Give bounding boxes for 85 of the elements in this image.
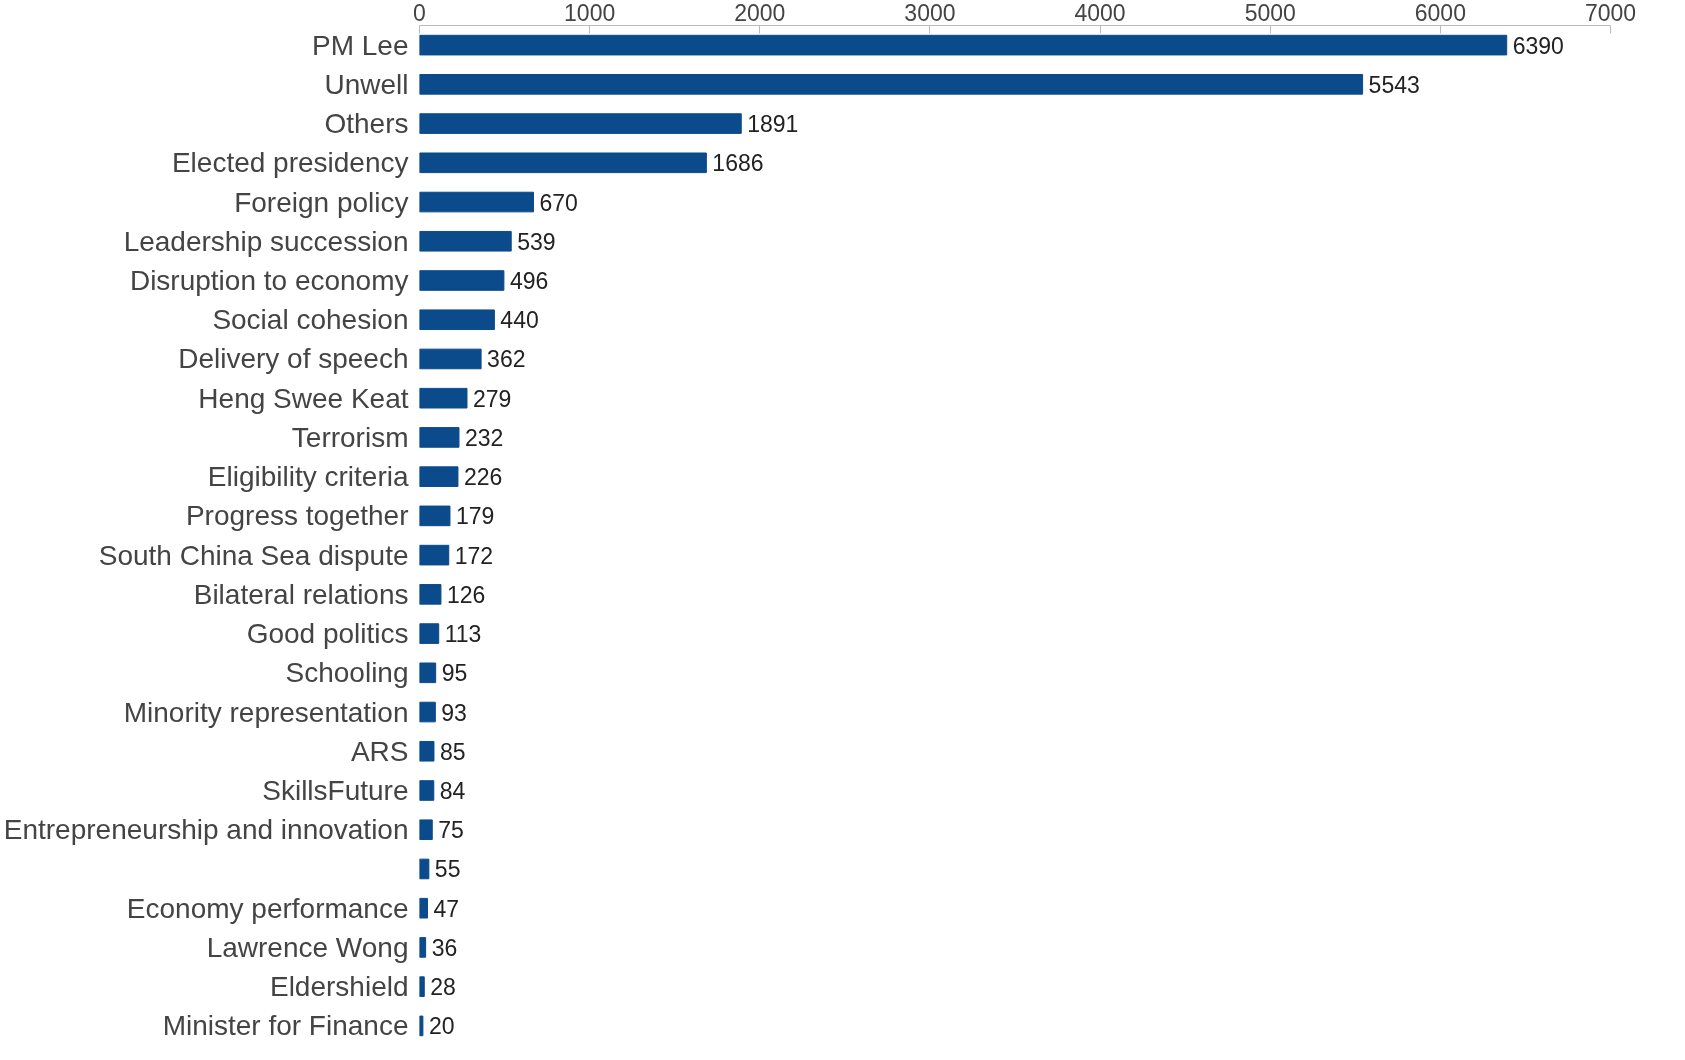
data-label: 362 [487,346,526,373]
data-label: 670 [539,189,578,216]
bar [419,427,460,448]
bar [419,505,451,527]
data-label: 496 [509,268,549,294]
data-label: 113 [444,621,482,648]
bar [419,74,1364,95]
y-tick-label: Lawrence Wong [206,931,409,963]
bar [419,701,436,723]
y-tick-label: Economy performance [126,892,409,924]
y-tick-label: Progress together [185,500,409,532]
data-label: 36 [431,934,458,961]
bar [419,662,437,684]
data-label: 93 [441,699,467,726]
bar [419,897,428,919]
bar [419,270,505,291]
x-tick-label: 0 [413,0,426,26]
data-label: 232 [464,424,504,451]
y-tick-label: SkillsFuture [262,775,409,806]
bar [419,937,427,958]
y-tick-label: Elected presidency [171,147,409,179]
data-label: 179 [455,503,495,530]
data-label: 279 [472,385,512,412]
data-label: 539 [517,228,556,255]
y-tick-label: Eldershield [269,971,409,1003]
y-tick-label: ARS [350,735,409,767]
bar [419,191,534,213]
x-tick-label: 4000 [1074,0,1126,26]
x-tick-label: 2000 [734,0,786,26]
data-label: 55 [434,856,461,883]
y-tick-label: Heng Swee Keat [198,382,409,414]
data-label: 172 [454,542,494,569]
bar [419,584,442,605]
bar [419,309,495,331]
y-tick-label: Terrorism [291,421,409,453]
y-tick-label: Eligibility criteria [207,461,409,493]
bar [419,466,459,487]
bar [419,623,440,644]
y-tick-label: PM Lee [312,29,409,61]
y-tick-label: Schooling [285,657,409,689]
data-label: 226 [463,464,503,491]
y-tick-label: Minister for Finance [162,1010,409,1042]
data-label: 1686 [712,150,764,177]
bar [419,544,450,566]
data-label: 5543 [1368,71,1420,98]
y-tick-label: Disruption to economy [129,265,409,296]
y-tick-label: Bilateral relations [193,578,409,610]
data-label: 75 [438,817,464,844]
bar [419,1015,424,1037]
bar [419,348,482,370]
y-tick-label: Good politics [246,618,409,650]
y-tick-label: Entrepreneurship and innovation [3,814,409,846]
data-label: 1891 [747,111,799,138]
x-tick-label: 6000 [1414,0,1466,26]
bar [419,740,435,762]
data-label: 126 [446,581,486,608]
data-label: 20 [428,1013,455,1040]
bar [419,387,468,409]
x-tick-label: 1000 [564,0,616,26]
data-label: 28 [430,974,456,1001]
bar [419,780,435,801]
bar [419,858,430,880]
x-tick-label: 5000 [1244,0,1296,26]
data-label: 95 [441,660,468,687]
y-tick-label: Social cohesion [212,304,409,336]
y-tick-label: Delivery of speech [178,343,409,375]
bar [419,230,512,252]
data-label: 47 [433,895,460,922]
y-tick-label: Unwell [324,68,409,100]
x-tick-label: 3000 [904,0,956,26]
bar [419,34,1508,56]
bar [419,113,742,134]
data-label: 6390 [1512,32,1564,59]
data-label: 84 [439,778,466,804]
y-tick-label: Leadership succession [123,225,409,257]
y-tick-label: South China Sea dispute [98,539,409,571]
data-label: 85 [439,738,466,765]
y-tick-label: Foreign policy [234,186,409,218]
bar [419,819,433,841]
y-tick-label: Minority representation [123,696,409,728]
bar [419,976,425,997]
data-label: 440 [500,307,539,334]
y-tick-label: Others [324,108,409,140]
x-tick-label: 7000 [1584,0,1637,26]
bar [419,152,707,174]
